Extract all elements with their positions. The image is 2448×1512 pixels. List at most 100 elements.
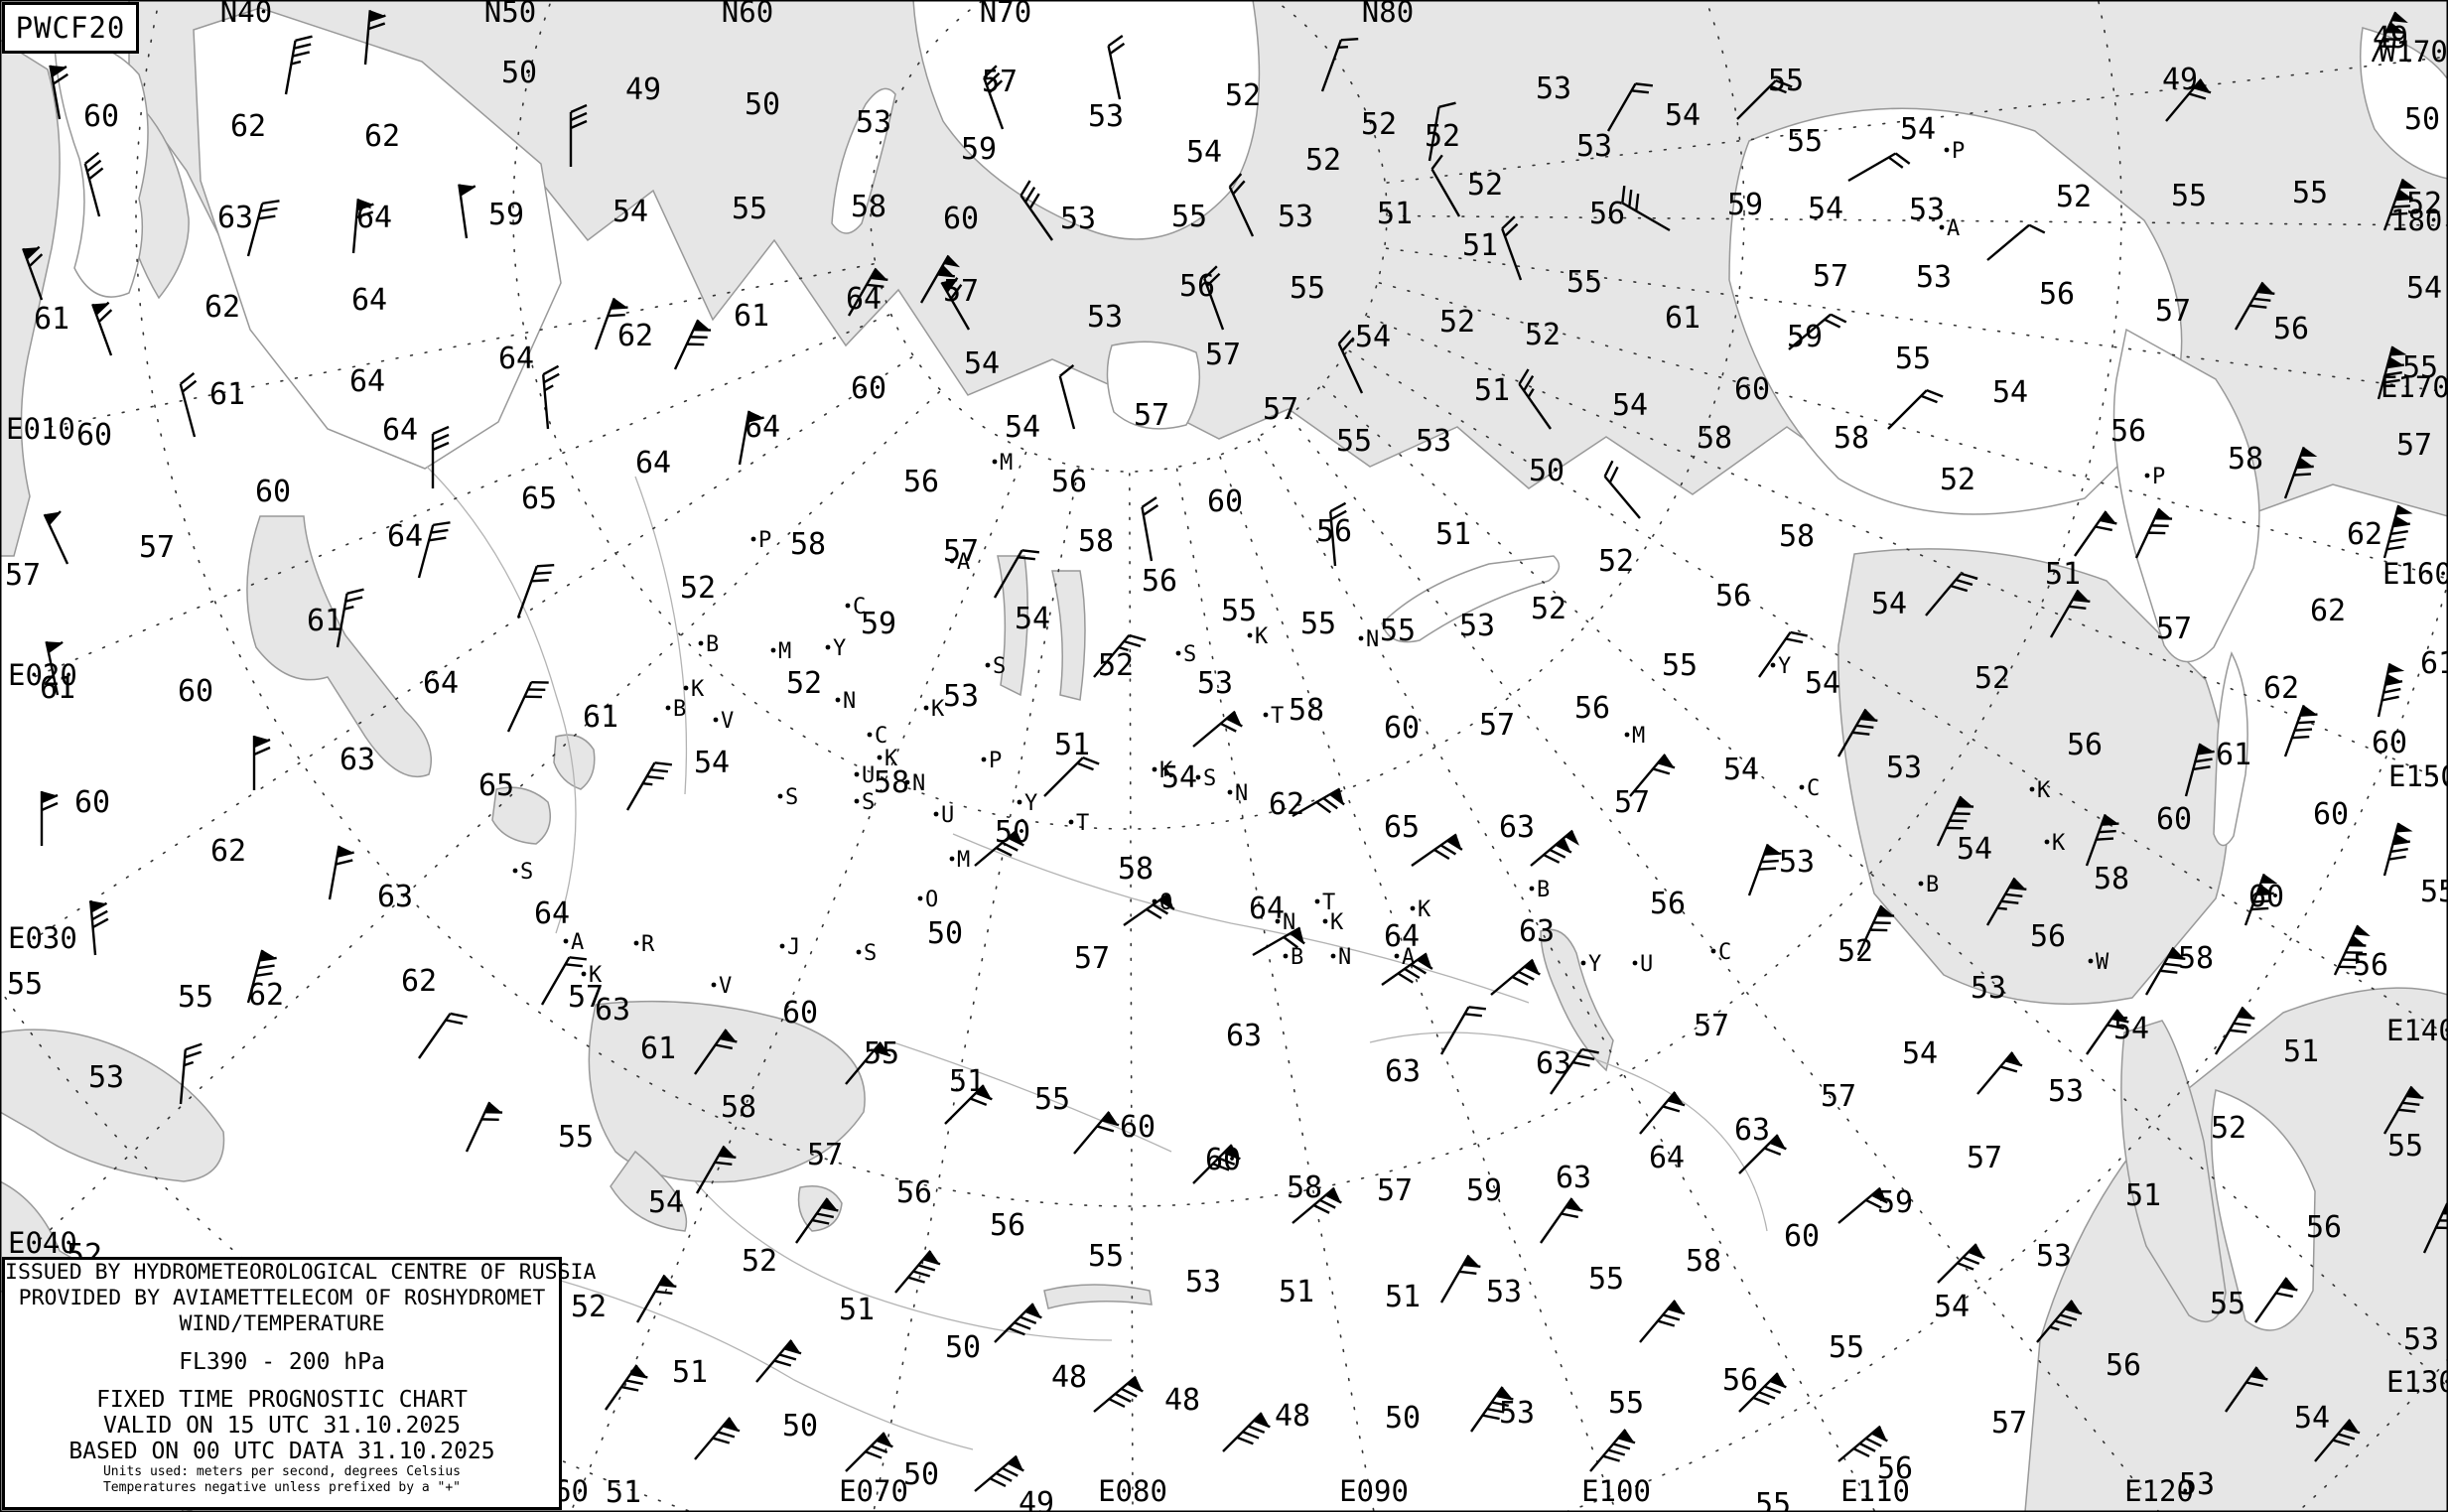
temperature-value: 55 — [1336, 424, 1372, 459]
temperature-value: 54 — [1355, 320, 1391, 354]
station-dot — [1710, 948, 1716, 954]
temperature-value: 56 — [896, 1175, 932, 1210]
wind-barb-part — [1667, 1099, 1686, 1107]
wind-barb-part — [974, 829, 1018, 867]
units-note: Units used: meters per second, degrees C… — [102, 1464, 462, 1479]
wind-barb-part — [1770, 1373, 1787, 1388]
wind-barb-part — [919, 254, 950, 304]
product-code: PWCF20 — [15, 11, 126, 45]
wind-barb-part — [1635, 194, 1640, 211]
wind-barb-part — [1790, 630, 1808, 637]
wind-barb-part — [1496, 1386, 1514, 1400]
wind-barb-part — [1290, 932, 1305, 945]
station-dot — [2044, 839, 2050, 845]
wind-barb-part — [356, 203, 374, 211]
wind-barb — [738, 410, 764, 466]
sea-area — [246, 515, 433, 778]
land-area — [1728, 107, 2183, 515]
station-dot — [835, 697, 841, 703]
temperature-value: 52 — [742, 1244, 777, 1279]
wind-barb-part — [1020, 180, 1031, 197]
station-letter: T — [1322, 891, 1335, 915]
temperature-value: 57 — [2396, 428, 2432, 463]
station-letter: A — [1947, 216, 1960, 241]
temperature-value: 53 — [1088, 99, 1124, 134]
temperature-value: 55 — [864, 1036, 899, 1071]
temperature-value: 54 — [1900, 112, 1936, 147]
boundary-line — [952, 833, 1530, 1004]
station-dot — [933, 811, 939, 817]
wind-barb — [2085, 813, 2119, 867]
station-dot — [1068, 819, 1074, 825]
station-dot — [1624, 732, 1630, 738]
wind-barb-part — [2004, 1059, 2023, 1067]
wind-barb-part — [465, 1101, 491, 1153]
wind-barb-part — [1956, 804, 1974, 808]
temperature-value: 55 — [1662, 648, 1698, 683]
temperature-value: 59 — [1727, 188, 1763, 222]
station-dot — [904, 779, 910, 785]
wind-barb-part — [292, 51, 311, 58]
wind-barb — [2074, 510, 2117, 557]
grid-label: E150 — [2388, 759, 2448, 793]
wind-barb-part — [940, 281, 971, 331]
wind-barb-part — [1439, 1006, 1470, 1055]
wind-barb-part — [866, 283, 884, 288]
wind-barb-part — [1525, 959, 1540, 975]
wind-barb-part — [2389, 211, 2408, 216]
wind-barb-part — [2382, 378, 2400, 384]
temperature-value: 59 — [1877, 1185, 1913, 1220]
wind-barb-part — [344, 596, 363, 603]
wind-barb — [1043, 756, 1100, 797]
wind-barb-part — [90, 901, 108, 913]
wind-barb-part — [712, 1437, 731, 1444]
grid-label: E160 — [2382, 557, 2448, 591]
station-letter: V — [721, 709, 734, 734]
wind-barb-part — [1212, 1163, 1230, 1171]
wind-barb-part — [983, 65, 998, 79]
wind-barb-part — [1957, 796, 1973, 807]
station-dot — [867, 732, 873, 738]
temperature-value: 59 — [1787, 320, 1823, 354]
wind-barb — [1222, 1412, 1271, 1452]
wind-barb-part — [97, 309, 113, 324]
wind-barb-part — [646, 775, 664, 780]
temperature-value: 53 — [1576, 129, 1612, 164]
temperature-value: 50 — [927, 916, 963, 951]
wind-barb-part — [570, 103, 588, 114]
wind-barb — [974, 1454, 1024, 1492]
temperature-value: 54 — [612, 195, 648, 229]
wind-barb-part — [2397, 1108, 2416, 1113]
temperature-value: 51 — [2283, 1034, 2319, 1069]
station-letter: N — [843, 689, 856, 714]
wind-barb-part — [1438, 101, 1456, 109]
wind-barb-part — [259, 949, 277, 960]
wind-barb-part — [1096, 1125, 1115, 1133]
wind-barb-part — [2386, 356, 2404, 367]
wind-barb-part — [262, 200, 280, 206]
wind-barb-part — [542, 374, 550, 430]
wind-barb-part — [2399, 179, 2417, 190]
temperature-value: 58 — [2228, 442, 2263, 477]
temperature-value: 56 — [1142, 564, 1177, 599]
station-dot — [1918, 881, 1924, 887]
sea-area — [1043, 1284, 1153, 1309]
sea-area — [997, 555, 1028, 697]
wind-barb-part — [1662, 1105, 1681, 1113]
wind-barb-part — [811, 1218, 830, 1225]
wind-barb-part — [95, 301, 110, 316]
wind-barb-part — [516, 565, 538, 619]
temperature-value: 62 — [210, 834, 246, 869]
station-letter: S — [1183, 642, 1196, 667]
wind-barb-part — [1082, 756, 1100, 765]
meridian-line — [1348, 349, 2448, 1036]
wind-barb-part — [2167, 955, 2186, 961]
wind-barb-part — [1852, 1447, 1870, 1457]
wind-barb-part — [1341, 337, 1355, 352]
station-dot — [1410, 905, 1416, 911]
wind-barb — [1439, 1006, 1486, 1055]
latitude-circle — [870, 0, 1388, 473]
wind-barb-part — [2054, 1319, 2073, 1327]
wind-barb-part — [1143, 504, 1159, 516]
wind-barb-part — [2008, 886, 2027, 892]
